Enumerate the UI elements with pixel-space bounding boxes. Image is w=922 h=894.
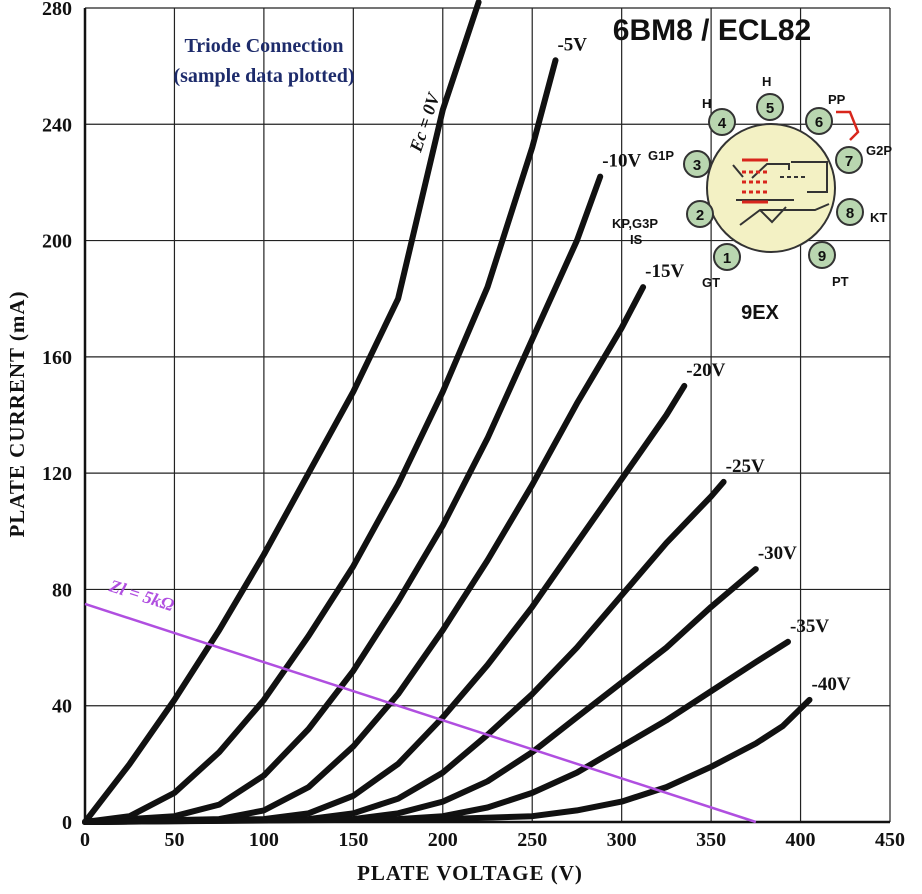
x-tick-label: 200 [428,829,458,851]
base-pin-label: IS [630,232,643,247]
base-envelope [706,123,836,253]
pp-g2p-link-icon [836,110,860,141]
base-pin-number: 6 [815,114,823,131]
y-tick-label: 80 [52,579,72,601]
x-tick-label: 350 [696,829,726,851]
y-tick-label: 40 [52,696,72,718]
base-pin-circle [805,107,833,135]
base-pin-label: GT [702,275,720,290]
x-tick-label: 50 [164,829,184,851]
curve-label: -10V [602,151,641,172]
x-tick-label: 100 [249,829,279,851]
y-axis-label: PLATE CURRENT (mA) [5,290,29,537]
plate-curve [82,478,727,825]
base-pin-label: H [702,96,711,111]
base-pin-number: 7 [845,153,853,170]
load-line-label: Zl = 5kΩ [106,575,177,615]
base-pin-number: 1 [723,250,731,267]
base-pin-circle [686,200,714,228]
base-pin-label: PT [832,274,849,289]
plate-curve [82,382,688,825]
load-line [84,602,757,824]
x-tick-label: 250 [517,829,547,851]
plate-curve [82,284,647,825]
plate-curve [82,566,759,825]
base-pin-circle [683,150,711,178]
y-tick-label: 0 [62,812,72,834]
grid-electrodes-icon [742,158,768,204]
curve-label: -40V [812,674,851,695]
x-tick-label: 450 [875,829,905,851]
curve-label: -5V [557,34,587,55]
curve-label: -15V [645,261,684,282]
y-tick-label: 160 [42,347,72,369]
y-tick-label: 200 [42,231,72,253]
electrode-structure-icon [732,161,830,226]
y-tick-label: 280 [42,0,72,20]
base-pin-circle [808,241,836,269]
x-tick-label: 0 [80,829,90,851]
curve-label: -20V [686,360,725,381]
y-tick-label: 240 [42,114,72,136]
base-pin-circle [756,93,784,121]
plate-curve [82,0,482,825]
base-pin-label: H [762,74,771,89]
base-pin-number: 4 [718,115,727,132]
curve-label: -25V [726,456,765,477]
chart-title: 6BM8 / ECL82 [613,14,811,47]
base-pin-number: 8 [846,205,854,222]
base-pin-circle [836,198,864,226]
x-tick-label: 400 [786,829,816,851]
base-pin-number: 9 [818,248,826,265]
x-tick-label: 300 [607,829,637,851]
chart-subtitle-line2: (sample data plotted) [173,65,354,87]
base-pin-number: 5 [766,100,774,117]
plate-curve [82,696,813,825]
base-pin-number: 3 [693,157,701,174]
chart-subtitle-line1: Triode Connection [184,35,343,57]
y-tick-label: 120 [42,463,72,485]
base-pin-circle [708,108,736,136]
plate-curve [82,638,791,825]
base-pin-label: KT [870,210,887,225]
base-type-label: 9EX [741,302,779,324]
base-pin-label: PP [828,92,846,107]
base-pin-label: KP,G3P [612,216,658,231]
x-axis-label: PLATE VOLTAGE (V) [357,861,583,885]
base-pin-circle [835,146,863,174]
curve-label: -30V [758,543,797,564]
curve-label: -35V [790,616,829,637]
x-tick-label: 150 [338,829,368,851]
base-pin-circle [713,243,741,271]
base-pin-label: G2P [866,143,892,158]
base-pin-label: G1P [648,148,674,163]
axes: 0 50 100 150 200 250 300 350 400 450 0 40 80 120 160 20… [42,0,905,851]
base-pin-number: 2 [696,207,704,224]
plate-curves [82,0,813,825]
plate-curve [82,57,559,825]
plate-curve [82,173,604,825]
